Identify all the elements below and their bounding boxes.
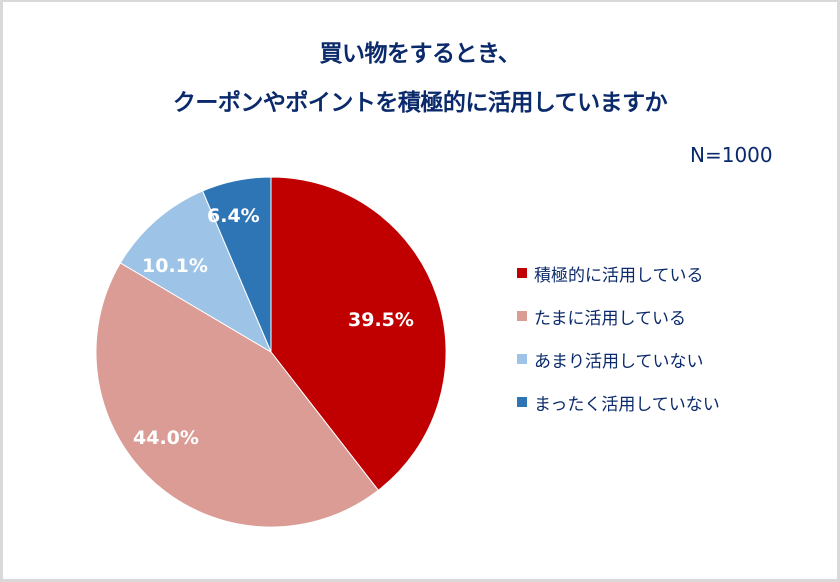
- chart-legend: 積極的に活用している たまに活用している あまり活用していない まったく活用して…: [517, 263, 720, 435]
- legend-swatch-icon: [517, 268, 527, 278]
- legend-item-never-use: まったく活用していない: [517, 392, 720, 415]
- legend-label: まったく活用していない: [534, 394, 720, 415]
- slice-label-active-use: 39.5%: [348, 309, 414, 331]
- chart-title-line-1: 買い物をするとき、: [319, 41, 521, 67]
- pie-slice-active-use: [270, 176, 447, 492]
- pie-slice-occasional-use: [95, 262, 380, 528]
- sample-size-label: N=1000: [690, 143, 773, 167]
- chart-title-line-2: クーポンやポイントを積極的に活用していますか: [172, 90, 668, 116]
- legend-swatch-icon: [517, 354, 527, 364]
- legend-item-active-use: 積極的に活用している: [517, 263, 720, 286]
- legend-item-occasional-use: たまに活用している: [517, 306, 720, 329]
- slice-label-occasional-use: 44.0%: [133, 427, 199, 449]
- pie-slice-rarely-use: [119, 190, 273, 354]
- legend-label: 積極的に活用している: [534, 265, 704, 286]
- legend-swatch-icon: [517, 311, 527, 321]
- slice-label-never-use: 6.4%: [207, 205, 260, 227]
- legend-label: あまり活用していない: [534, 351, 704, 372]
- legend-item-rarely-use: あまり活用していない: [517, 349, 720, 372]
- pie-slice-never-use: [201, 176, 272, 353]
- legend-swatch-icon: [517, 397, 527, 407]
- legend-label: たまに活用している: [534, 308, 686, 329]
- slice-label-rarely-use: 10.1%: [142, 255, 208, 277]
